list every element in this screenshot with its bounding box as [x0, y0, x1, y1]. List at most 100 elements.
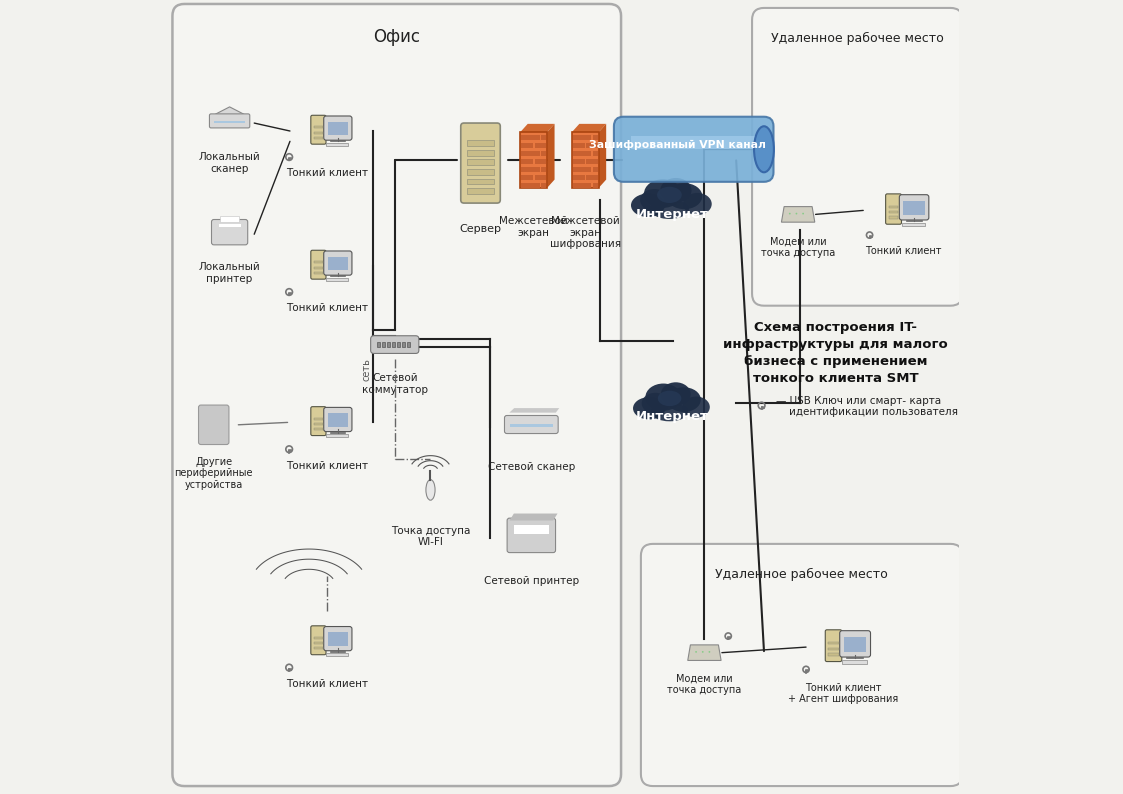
Bar [535, 143, 546, 148]
Circle shape [702, 651, 704, 653]
Text: — USB Ключ или смарт- карта
    идентификации пользователя: — USB Ключ или смарт- карта идентификаци… [776, 395, 958, 418]
Ellipse shape [661, 382, 691, 406]
Bar [510, 424, 553, 427]
Bar [586, 143, 597, 148]
Bar [579, 167, 592, 172]
Bar [386, 342, 390, 347]
Text: Модем или
точка доступа: Модем или точка доступа [761, 237, 836, 258]
Bar [313, 418, 323, 420]
Ellipse shape [666, 183, 702, 209]
Bar [593, 183, 597, 187]
Text: Схема построения IT-
инфраструктуры для малого
бизнеса с применением
тонкого кли: Схема построения IT- инфраструктуры для … [723, 322, 948, 385]
Text: Интернет: Интернет [637, 208, 709, 221]
Text: Модем или
точка доступа: Модем или точка доступа [667, 673, 741, 695]
FancyBboxPatch shape [641, 544, 962, 786]
Bar [313, 637, 323, 639]
Bar [829, 648, 839, 650]
Ellipse shape [683, 193, 712, 215]
FancyBboxPatch shape [199, 405, 229, 445]
Ellipse shape [683, 396, 710, 418]
Text: Интернет: Интернет [637, 410, 709, 423]
Text: Точка доступа
WI-FI: Точка доступа WI-FI [391, 526, 471, 547]
Bar [573, 135, 585, 140]
Bar [467, 160, 494, 165]
FancyBboxPatch shape [840, 630, 870, 657]
Circle shape [709, 651, 711, 653]
Bar [829, 642, 839, 644]
Bar [541, 167, 546, 172]
Bar [467, 150, 494, 156]
FancyBboxPatch shape [508, 518, 556, 553]
Ellipse shape [646, 384, 682, 410]
FancyBboxPatch shape [504, 415, 558, 434]
FancyBboxPatch shape [323, 407, 351, 432]
Bar [521, 143, 533, 148]
FancyBboxPatch shape [311, 626, 326, 655]
Text: Межсетевой
экран: Межсетевой экран [500, 216, 568, 237]
Text: Локальный
принтер: Локальный принтер [199, 262, 261, 283]
Polygon shape [510, 408, 559, 413]
Text: Тонкий клиент: Тонкий клиент [865, 246, 941, 256]
Bar [579, 135, 592, 140]
Text: Тонкий клиент: Тонкий клиент [286, 679, 368, 689]
Bar [579, 183, 592, 187]
Polygon shape [599, 124, 606, 188]
Polygon shape [782, 206, 815, 222]
Bar [467, 188, 494, 194]
FancyBboxPatch shape [371, 336, 419, 353]
Bar [829, 653, 839, 656]
Bar [888, 217, 898, 218]
Bar [313, 423, 323, 425]
Ellipse shape [641, 393, 669, 414]
FancyBboxPatch shape [614, 117, 774, 182]
Bar [377, 342, 380, 347]
Bar [528, 183, 540, 187]
Bar [528, 151, 540, 156]
FancyBboxPatch shape [460, 123, 500, 203]
Bar [467, 141, 494, 146]
Bar [521, 167, 533, 172]
Polygon shape [520, 124, 555, 132]
Ellipse shape [667, 387, 701, 412]
Bar [888, 206, 898, 208]
Text: Зашифрованный VPN канал: Зашифрованный VPN канал [590, 141, 766, 150]
Bar [514, 525, 549, 534]
Bar [541, 135, 546, 140]
Bar [313, 428, 323, 430]
Bar [521, 183, 533, 187]
Ellipse shape [640, 189, 669, 211]
FancyBboxPatch shape [323, 251, 351, 276]
Bar [521, 175, 533, 179]
Text: Тонкий клиент: Тонкий клиент [286, 461, 368, 471]
Ellipse shape [426, 480, 435, 500]
FancyBboxPatch shape [311, 407, 326, 436]
Bar [219, 224, 240, 227]
Text: Удаленное рабочее место: Удаленное рабочее место [770, 32, 943, 44]
Ellipse shape [633, 397, 665, 419]
Bar [902, 223, 925, 226]
FancyBboxPatch shape [323, 116, 351, 141]
Ellipse shape [643, 179, 682, 208]
Circle shape [695, 651, 697, 653]
Text: Сетевой
коммутатор: Сетевой коммутатор [362, 373, 428, 395]
Bar [521, 151, 533, 156]
Text: сеть: сеть [362, 358, 372, 380]
Bar [528, 135, 540, 140]
Ellipse shape [650, 199, 688, 219]
Circle shape [795, 213, 797, 214]
Bar [328, 413, 348, 427]
FancyBboxPatch shape [211, 219, 248, 245]
Bar [313, 261, 323, 264]
Text: Удаленное рабочее место: Удаленное рабочее место [715, 568, 888, 580]
Bar [541, 183, 546, 187]
FancyBboxPatch shape [311, 250, 326, 279]
Bar [382, 342, 385, 347]
Bar [326, 143, 348, 146]
Circle shape [802, 213, 804, 214]
Bar [573, 167, 585, 172]
FancyBboxPatch shape [900, 195, 929, 220]
Bar [573, 143, 585, 148]
Bar [313, 267, 323, 268]
Bar [903, 201, 924, 215]
Bar [521, 135, 533, 140]
